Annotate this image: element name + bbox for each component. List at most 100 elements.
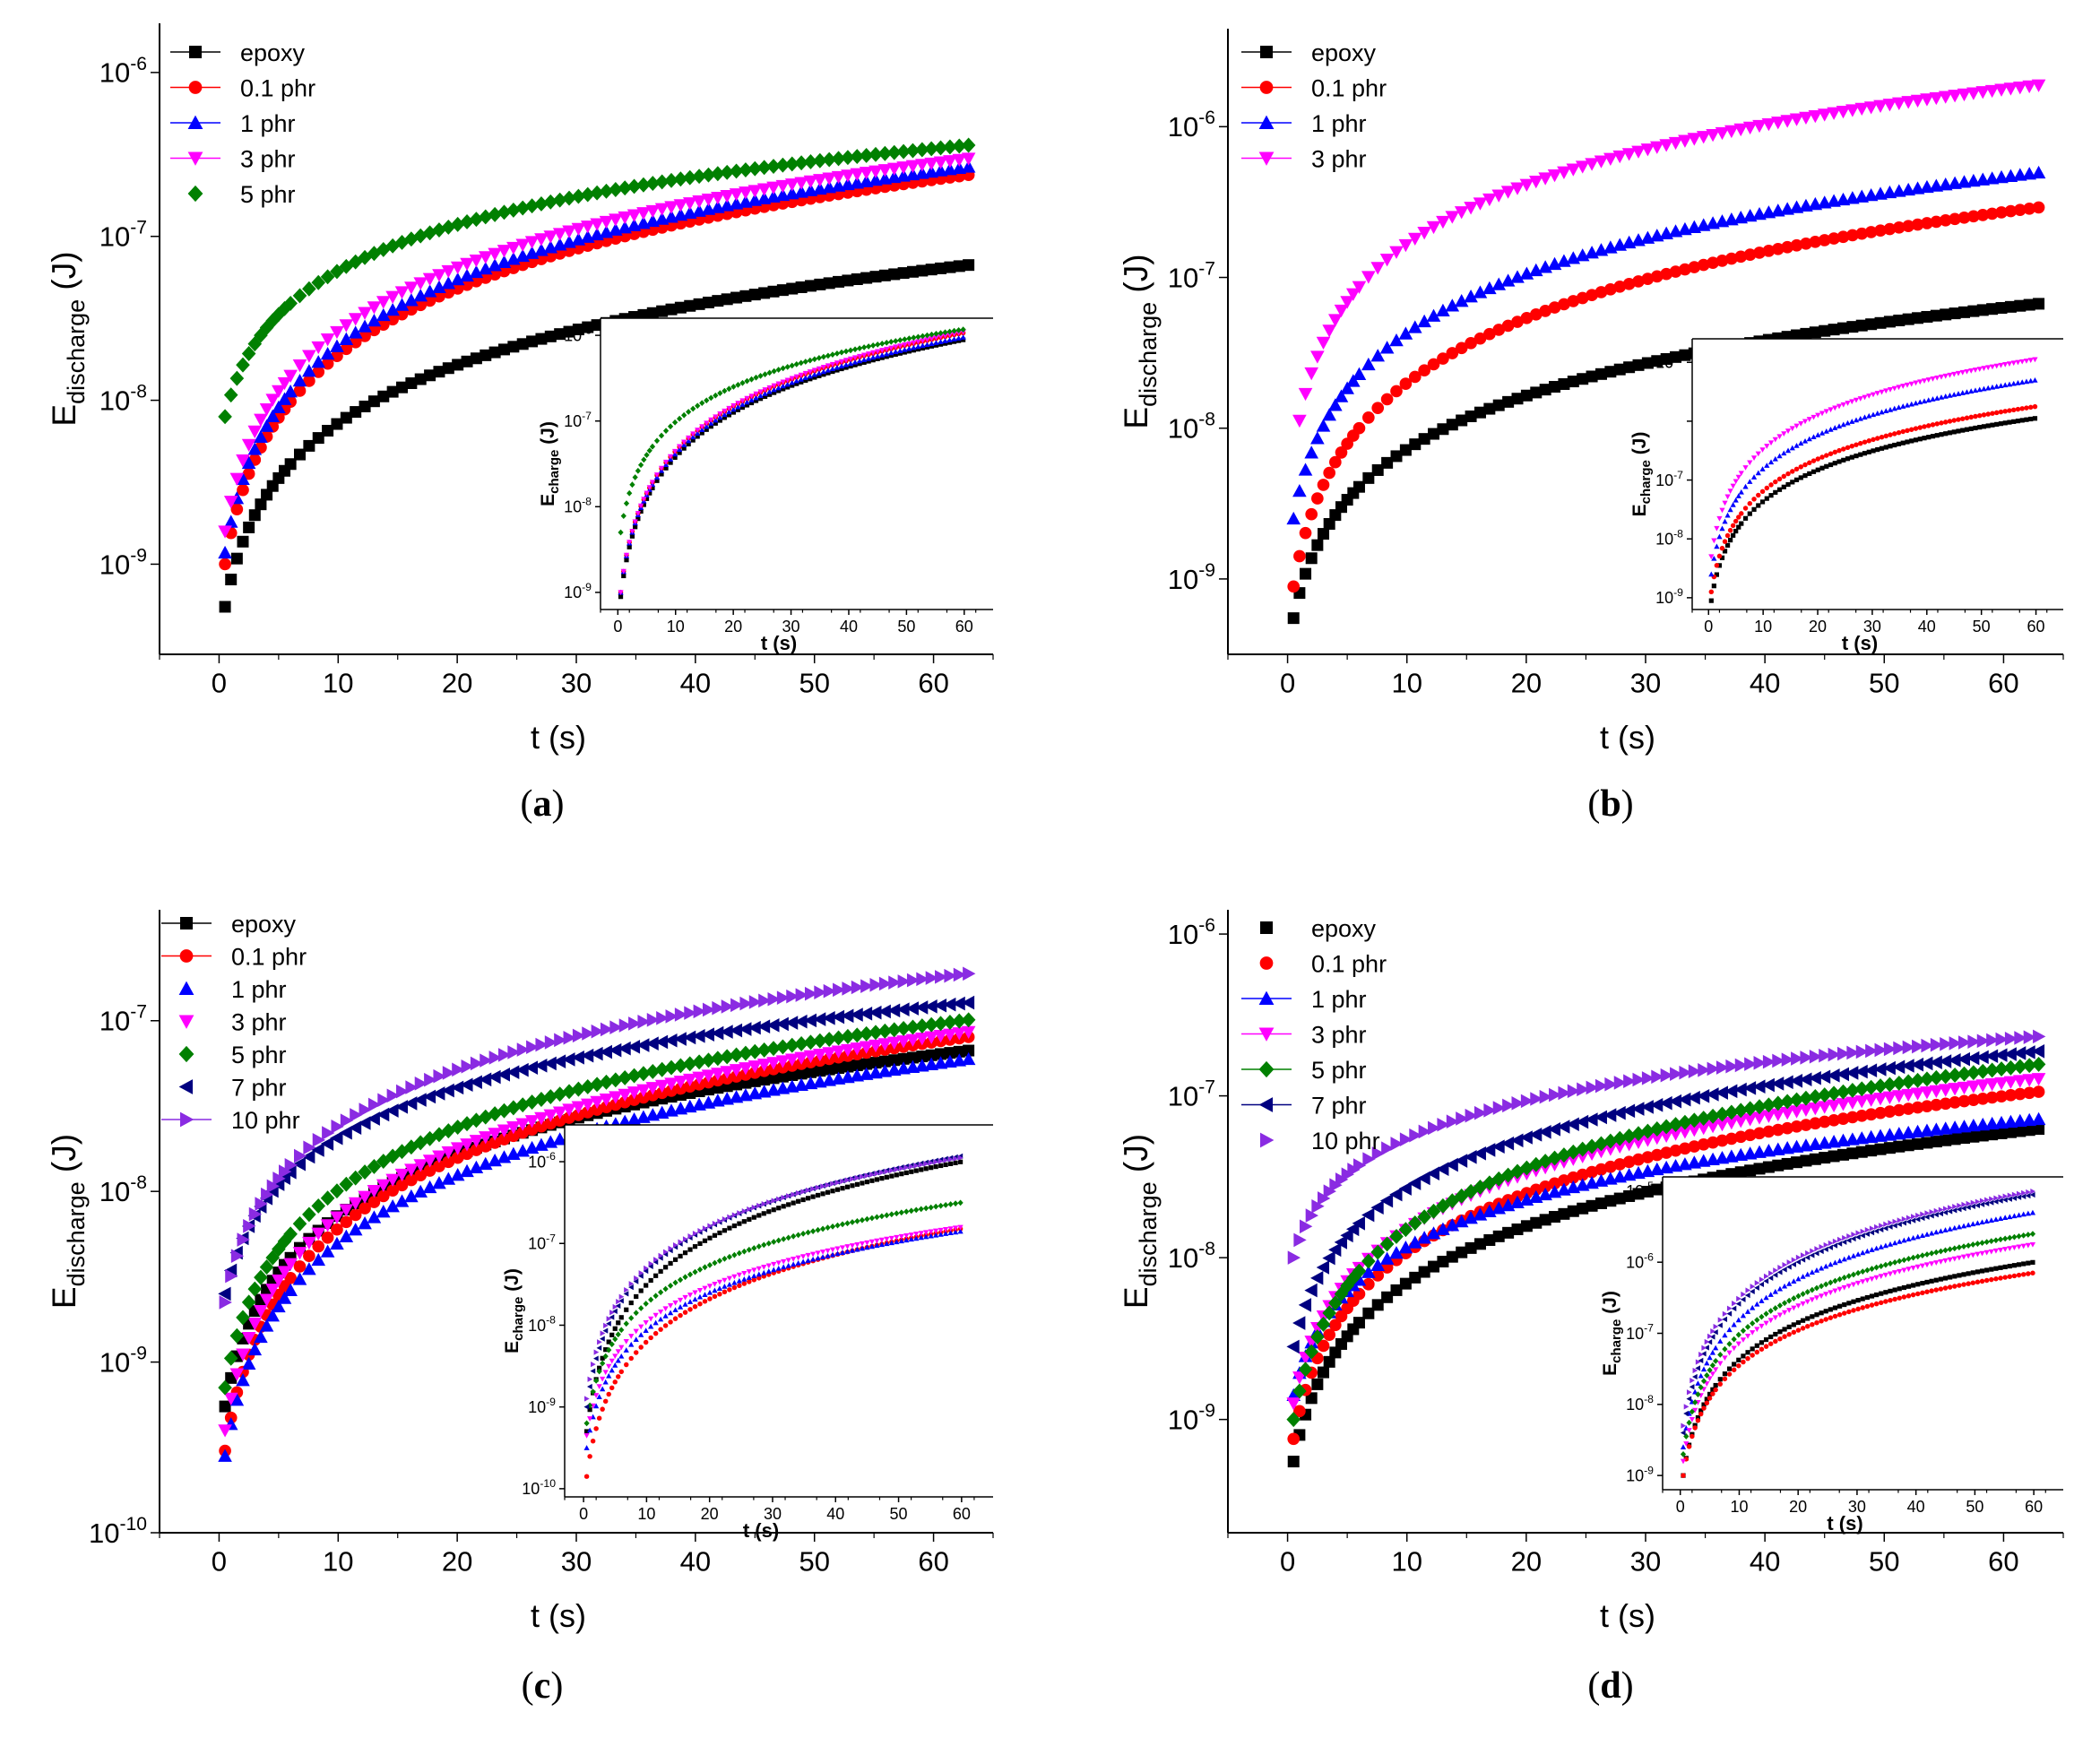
inset-data-point-5-phr: [838, 349, 845, 356]
inset-data-point-epoxy: [606, 1339, 611, 1345]
inset-data-point-01-phr: [2024, 405, 2029, 411]
inset-data-point-10-phr: [668, 1245, 674, 1251]
data-point-3-phr: [756, 183, 772, 196]
data-point-01-phr: [1679, 1142, 1691, 1155]
data-point-01-phr: [674, 1082, 687, 1095]
data-point-10-phr: [851, 980, 865, 995]
inset-data-point-3-phr: [913, 1232, 920, 1237]
inset-data-point-3-phr: [1914, 1264, 1921, 1270]
data-point-epoxy: [554, 328, 566, 341]
data-point-3-phr: [794, 1051, 808, 1065]
inset-data-point-1-phr: [1731, 1321, 1737, 1327]
inset-data-point-7-phr: [1726, 1310, 1733, 1317]
data-point-01-phr: [1715, 255, 1729, 267]
data-point-01-phr: [1613, 1158, 1627, 1171]
inset-data-point-1-phr: [730, 406, 737, 412]
data-point-01-phr: [312, 1240, 325, 1253]
inset-data-point-1-phr: [1744, 1309, 1751, 1314]
data-point-epoxy: [1828, 324, 1840, 336]
inset-data-point-10-phr: [879, 1169, 885, 1176]
data-point-epoxy: [395, 381, 408, 393]
inset-series-7-phr: [1680, 1191, 2035, 1436]
inset-data-point-5-phr: [933, 1203, 939, 1210]
inset-data-point-7-phr: [1892, 1223, 1897, 1229]
data-point-5-phr: [1966, 1065, 1981, 1081]
inset-data-point-3-phr: [722, 408, 728, 414]
inset-data-point-01-phr: [1773, 479, 1778, 485]
data-point-5-phr: [1938, 1068, 1953, 1085]
inset-data-point-3-phr: [1878, 1274, 1884, 1280]
inset-data-point-1-phr: [775, 1265, 782, 1271]
data-point-3-phr: [1715, 126, 1730, 141]
inset-data-point-epoxy: [634, 1293, 639, 1300]
data-point-epoxy: [1940, 308, 1952, 321]
data-point-3-phr: [822, 1047, 836, 1060]
inset-data-point-3-phr: [761, 1265, 767, 1270]
data-point-3-phr: [748, 185, 763, 198]
data-point-1-phr: [1322, 408, 1336, 421]
inset-data-point-1-phr: [1910, 1234, 1916, 1241]
data-point-01-phr: [386, 313, 399, 326]
data-point-01-phr: [414, 298, 428, 312]
inset-data-point-5-phr: [2007, 1234, 2013, 1241]
data-point-3-phr: [850, 1042, 865, 1056]
inset-data-point-3-phr: [702, 1285, 708, 1292]
data-point-epoxy: [1473, 406, 1486, 419]
inset-data-point-5-phr: [1828, 1279, 1834, 1286]
inset-data-point-5-phr: [918, 1206, 924, 1213]
inset-series-5-phr: [1680, 1231, 2036, 1457]
inset-data-point-01-phr: [1920, 1290, 1925, 1296]
data-point-01-phr: [535, 1120, 548, 1133]
y-tick-label: 10-7: [99, 1002, 147, 1037]
inset-data-point-3-phr: [628, 1334, 635, 1339]
data-point-3-phr: [2031, 1073, 2046, 1086]
data-point-5-phr: [562, 190, 576, 206]
data-point-3-phr: [590, 1095, 604, 1110]
inset-data-point-1-phr: [780, 383, 786, 389]
inset-data-point-5-phr: [1809, 1286, 1815, 1293]
inset-data-point-1-phr: [1832, 1259, 1838, 1266]
legend-label: epoxy: [240, 39, 306, 66]
data-point-7-phr: [1678, 1092, 1691, 1107]
inset-series-epoxy: [584, 1159, 964, 1434]
inset-data-point-epoxy: [1828, 1307, 1833, 1312]
series-5-phr: [218, 1012, 976, 1396]
inset-x-tick-label: 40: [826, 1505, 844, 1523]
data-point-7-phr: [422, 1089, 436, 1104]
inset-data-point-3-phr: [802, 370, 808, 376]
data-point-01-phr: [1317, 479, 1330, 491]
data-point-3-phr: [339, 1204, 354, 1217]
inset-data-point-3-phr: [1901, 1267, 1907, 1274]
data-point-01-phr: [1846, 229, 1859, 242]
inset-data-point-3-phr: [793, 374, 799, 380]
inset-data-point-1-phr: [731, 1279, 738, 1285]
inset-data-point-1-phr: [1925, 397, 1931, 402]
inset-data-point-5-phr: [726, 385, 732, 393]
data-point-epoxy: [1586, 1199, 1598, 1212]
data-point-3-phr: [515, 1118, 531, 1131]
inset-y-tick-label: 10-5: [1655, 350, 1683, 371]
inset-data-point-7-phr: [1713, 1329, 1718, 1336]
inset-data-point-3-phr: [2015, 359, 2021, 366]
inset-data-point-5-phr: [1763, 1310, 1769, 1318]
data-point-1-phr: [1417, 1231, 1431, 1244]
data-point-5-phr: [1454, 1188, 1469, 1204]
data-point-3-phr: [720, 190, 734, 203]
data-point-01-phr: [1902, 1102, 1915, 1115]
data-point-3-phr: [609, 213, 623, 227]
data-point-7-phr: [506, 1065, 520, 1080]
data-point-epoxy: [1883, 1142, 1896, 1154]
inset-data-point-3-phr: [706, 1284, 713, 1289]
inset-data-point-10-phr: [1984, 1197, 1990, 1203]
data-point-10-phr: [1456, 1111, 1469, 1126]
inset-data-point-1-phr: [686, 437, 692, 444]
data-point-01-phr: [376, 318, 390, 331]
inset-x-tick-label: 60: [953, 1505, 971, 1523]
data-point-epoxy: [758, 287, 771, 299]
inset-data-point-epoxy: [618, 1315, 624, 1320]
data-point-3-phr: [1910, 1087, 1925, 1101]
data-point-5-phr: [385, 1148, 400, 1164]
data-point-5-phr: [1292, 1383, 1307, 1399]
inset-data-point-3-phr: [1798, 421, 1804, 427]
data-point-5-phr: [562, 1084, 576, 1100]
